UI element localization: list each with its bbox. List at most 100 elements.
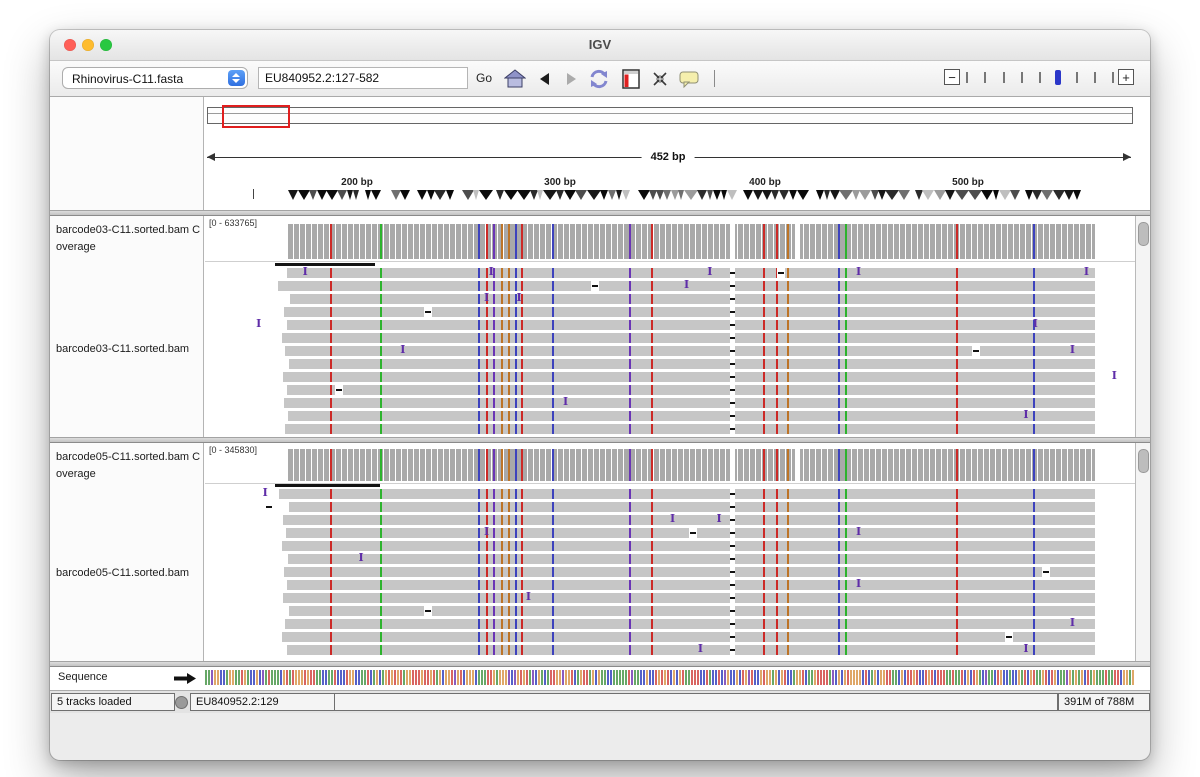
sequence-base — [1096, 670, 1098, 685]
sequence-base — [340, 670, 342, 685]
sequence-base — [628, 670, 630, 685]
strand-arrow-icon[interactable] — [174, 673, 196, 684]
coverage-gap — [730, 449, 736, 481]
zoom-slider-tick[interactable] — [1112, 72, 1114, 83]
snp-tick — [551, 632, 554, 642]
coverage-track-1[interactable] — [205, 224, 1135, 259]
sequence-bases[interactable] — [205, 670, 1135, 685]
read-bar[interactable]: I — [284, 617, 1095, 629]
sequence-base — [847, 670, 849, 685]
zoom-slider-tick[interactable] — [1094, 72, 1096, 83]
read-bar[interactable] — [282, 333, 1095, 343]
zoom-out-button[interactable]: − — [944, 69, 960, 85]
coverage-snp-column — [514, 224, 517, 259]
zoom-slider-tick[interactable] — [984, 72, 986, 83]
ruler-pane[interactable]: 452 bp 200 bp 300 bp 400 bp 500 bp — [205, 97, 1135, 211]
refresh-button[interactable] — [586, 66, 611, 91]
memory-usage-status[interactable]: 391M of 788M — [1058, 693, 1150, 711]
sequence-base — [904, 670, 906, 685]
visible-region-box[interactable] — [222, 105, 290, 128]
snp-tick — [379, 411, 382, 421]
read-bar[interactable] — [284, 424, 1095, 434]
sequence-base — [595, 670, 597, 685]
deletion-dash — [689, 532, 696, 534]
snp-tick — [508, 294, 511, 304]
coverage-snp-column — [379, 224, 382, 259]
fit-to-window-button[interactable] — [647, 66, 672, 91]
scrollbar-track-1[interactable] — [1135, 216, 1150, 438]
tooltip-button[interactable] — [676, 66, 701, 91]
go-button[interactable]: Go — [474, 67, 494, 89]
read-bar[interactable]: I — [286, 578, 1095, 590]
zoom-in-button[interactable]: + — [1118, 69, 1134, 85]
snp-tick — [478, 502, 481, 512]
zoom-slider-tick[interactable] — [1021, 72, 1023, 83]
snp-tick — [478, 398, 481, 408]
scrollbar-thumb-2[interactable] — [1138, 449, 1149, 473]
zoom-slider-tick[interactable] — [1003, 72, 1005, 83]
minimize-button[interactable] — [82, 39, 94, 51]
sequence-base — [487, 670, 489, 685]
read-bar[interactable] — [284, 307, 1095, 317]
read-bar[interactable] — [288, 606, 1095, 616]
scrollbar-thumb-1[interactable] — [1138, 222, 1149, 246]
sequence-base — [799, 670, 801, 685]
zoom-slider-tick[interactable] — [1039, 72, 1041, 83]
read-bar[interactable]: I — [283, 370, 1117, 382]
track-label-alignment2[interactable]: barcode05-C11.sorted.bam — [56, 567, 190, 579]
snp-tick — [514, 385, 517, 395]
zoom-window-button[interactable] — [100, 39, 112, 51]
genome-select[interactable]: Rhinovirus-C11.fasta — [62, 67, 248, 89]
snp-tick — [844, 385, 847, 395]
read-bar[interactable]: I — [278, 279, 1095, 291]
track-label-alignment1[interactable]: barcode03-C11.sorted.bam — [56, 343, 190, 355]
sequence-base — [499, 670, 501, 685]
zoom-slider-thumb[interactable] — [1055, 70, 1061, 85]
track-label-coverage2[interactable]: barcode05-C11.sorted.bam Coverage — [56, 451, 201, 481]
sequence-base — [457, 670, 459, 685]
snp-tick — [629, 593, 632, 603]
zoom-slider-tick[interactable] — [966, 72, 968, 83]
read-bar[interactable]: I — [287, 552, 1095, 564]
snp-tick — [508, 554, 511, 564]
home-button[interactable] — [502, 66, 527, 91]
tooltip-bubble-icon — [679, 71, 698, 88]
read-bar[interactable]: I — [283, 591, 1095, 603]
read-bar[interactable] — [265, 502, 1095, 512]
scrollbar-track-2[interactable] — [1135, 443, 1150, 662]
read-bar[interactable] — [286, 385, 1095, 395]
region-of-interest-button[interactable] — [618, 66, 643, 91]
read-bar[interactable]: I — [263, 487, 1095, 499]
select-stepper-icon[interactable] — [228, 70, 245, 86]
close-button[interactable] — [64, 39, 76, 51]
read-bar[interactable]: I — [284, 396, 1095, 408]
snp-tick — [478, 554, 481, 564]
read-bar[interactable]: I — [287, 409, 1095, 421]
zoom-slider[interactable] — [966, 68, 1114, 88]
track-label-coverage1[interactable]: barcode03-C11.sorted.bam Coverage — [56, 224, 201, 254]
sequence-base — [973, 670, 975, 685]
locus-input[interactable] — [258, 67, 468, 89]
read-bar[interactable] — [282, 541, 1095, 551]
sequence-track-label[interactable]: Sequence — [58, 671, 108, 683]
read-bar[interactable] — [284, 567, 1095, 577]
forward-button[interactable] — [558, 66, 583, 91]
chromosome-ideogram[interactable] — [207, 105, 1133, 128]
read-bar[interactable] — [282, 632, 1095, 642]
zoom-slider-tick[interactable] — [1076, 72, 1078, 83]
coverage-track-2[interactable] — [205, 449, 1135, 481]
read-bar[interactable] — [288, 359, 1095, 369]
snp-tick — [514, 320, 517, 330]
sequence-base — [1132, 670, 1134, 685]
back-button[interactable] — [532, 66, 557, 91]
sequence-base — [754, 670, 756, 685]
